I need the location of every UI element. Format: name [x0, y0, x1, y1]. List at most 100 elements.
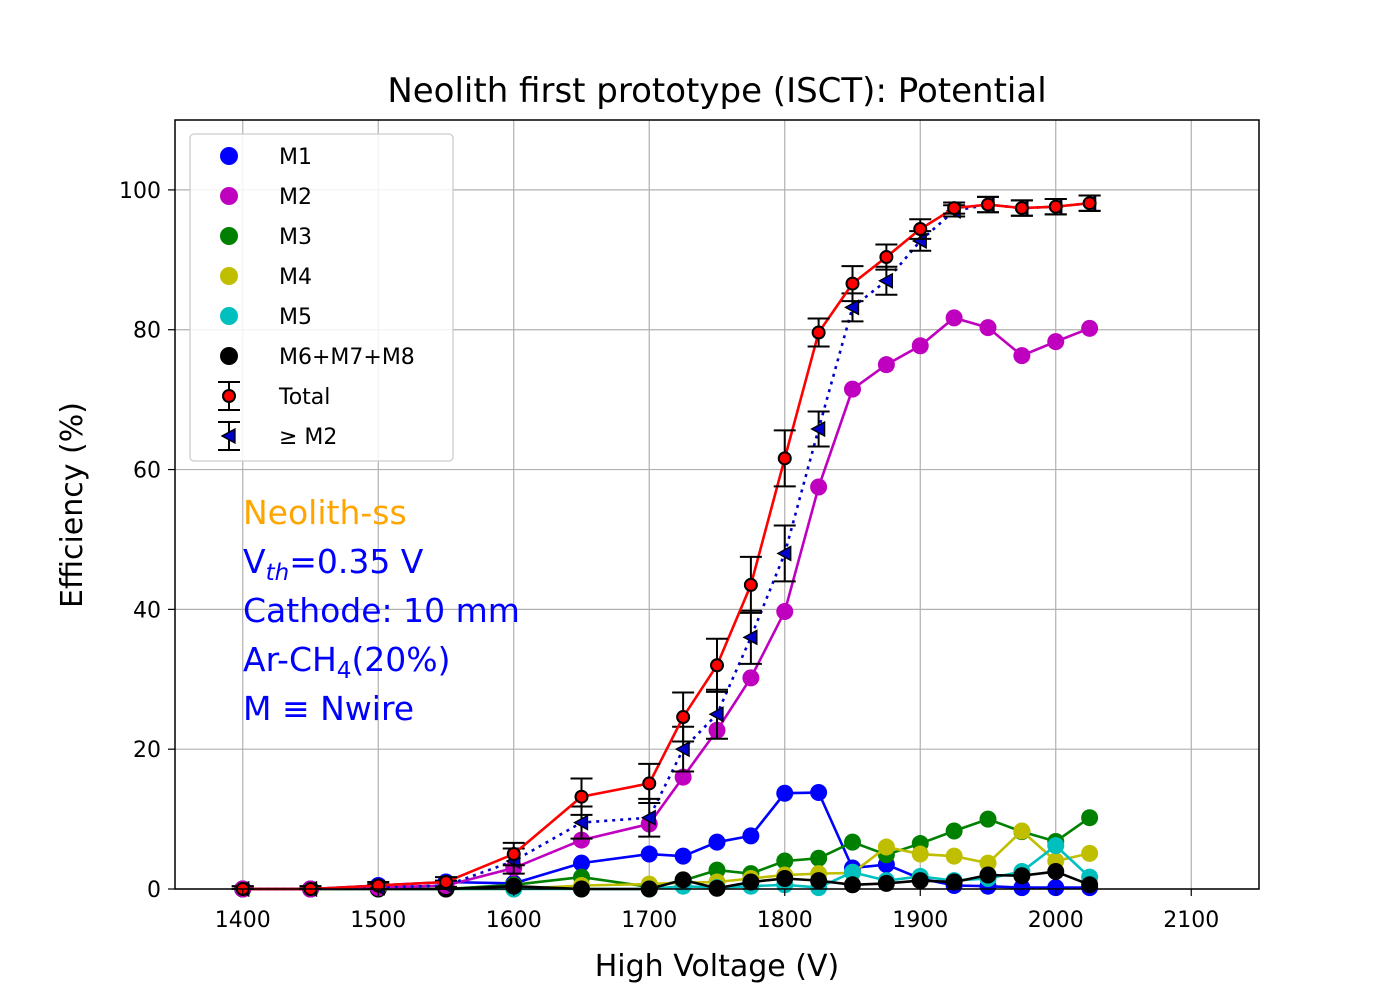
data-point [945, 822, 963, 840]
y-axis-label: Efficiency (%) [55, 402, 90, 608]
data-point [776, 602, 794, 620]
data-point [439, 875, 453, 890]
legend-item: Total [218, 381, 330, 411]
x-tick-label: 1700 [621, 908, 677, 933]
plot-frame [174, 119, 1260, 890]
y-tick-label: 80 [133, 319, 161, 344]
data-point [1013, 347, 1031, 365]
data-point [1013, 879, 1031, 897]
x-tick-label: 1900 [892, 908, 948, 933]
data-point [1047, 333, 1065, 351]
data-point [911, 872, 929, 890]
data-point [573, 854, 590, 872]
data-point [810, 420, 826, 438]
y-tick-label: 40 [133, 598, 161, 623]
legend-marker [220, 347, 238, 365]
chart-title: Neolith first prototype (ISCT): Potentia… [387, 71, 1046, 111]
data-point [844, 876, 861, 894]
data-point [708, 706, 724, 723]
y-tick-label: 100 [119, 179, 161, 204]
x-tick-label: 1600 [486, 908, 542, 933]
legend-marker [220, 227, 238, 245]
legend-marker [220, 427, 236, 445]
legend-label: ≥ M2 [279, 425, 337, 450]
data-point [844, 833, 861, 851]
data-point [574, 789, 589, 804]
data-point [911, 845, 929, 863]
data-point [1048, 199, 1063, 214]
data-point [877, 838, 895, 856]
data-point [810, 872, 828, 890]
data-point [676, 710, 691, 725]
data-point [979, 866, 997, 884]
data-point [844, 863, 861, 881]
data-point [674, 741, 690, 758]
annotation-line: M ≡ Nwire [243, 689, 414, 728]
data-point [573, 814, 589, 831]
data-point [708, 833, 726, 851]
y-tick-label: 0 [147, 878, 161, 903]
data-point [913, 222, 928, 237]
x-axis-ticks: 1400 1500 1600 1700 1800 1900 2000 2100 [215, 889, 1219, 933]
data-point [979, 810, 997, 828]
data-point [811, 325, 826, 340]
legend-item: M2 [220, 185, 312, 210]
annotation-line: Neolith-ss [243, 493, 407, 532]
annotation-line: Cathode: 10 mm [243, 591, 520, 630]
data-point [1081, 319, 1099, 337]
data-point [742, 873, 760, 891]
data-point [979, 854, 997, 872]
data-point [945, 309, 963, 327]
data-point [708, 861, 726, 879]
x-tick-label: 1400 [215, 908, 271, 933]
legend-item: M4 [220, 265, 312, 290]
annotation-block: Neolith-ss Vth=0.35 V Cathode: 10 mm Ar-CH4… [243, 493, 520, 728]
data-point [743, 577, 758, 592]
legend-label: Total [278, 385, 330, 410]
legend-label: M5 [279, 305, 312, 330]
data-point [877, 356, 895, 374]
y-tick-label: 20 [133, 738, 161, 763]
legend-marker [220, 147, 238, 165]
data-point [845, 276, 860, 291]
data-point [640, 809, 656, 826]
data-point [674, 847, 692, 865]
y-axis-ticks: 0 20 40 60 80 100 [119, 179, 175, 903]
data-point [945, 847, 963, 865]
data-point [844, 380, 861, 398]
data-point [911, 337, 929, 355]
legend-item: M6+M7+M8 [220, 345, 415, 370]
data-point [879, 250, 894, 265]
data-point [810, 478, 828, 496]
legend-item: M1 [220, 145, 312, 170]
data-point [877, 874, 895, 892]
x-tick-label: 2100 [1163, 908, 1219, 933]
data-point [1047, 863, 1065, 881]
data-point [1082, 196, 1097, 211]
data-point [674, 768, 692, 786]
x-tick-label: 1500 [350, 908, 406, 933]
data-point [810, 784, 828, 802]
legend-label: M4 [279, 265, 312, 290]
data-point [506, 847, 521, 862]
x-tick-label: 1800 [757, 908, 813, 933]
data-point [1081, 809, 1099, 827]
legend-item: M3 [220, 225, 312, 250]
data-point [776, 545, 792, 562]
data-point [776, 852, 794, 870]
data-point [810, 849, 828, 867]
series-line [242, 816, 1091, 891]
legend-marker [222, 389, 236, 403]
legend-item: ≥ M2 [218, 421, 337, 451]
data-point [844, 299, 860, 316]
legend-marker [220, 307, 238, 325]
legend-marker [220, 187, 238, 205]
series-total [231, 194, 1101, 896]
data-point [710, 658, 724, 673]
data-point [642, 776, 657, 791]
legend-label: M1 [279, 145, 312, 170]
data-point [742, 669, 760, 687]
legend-marker [220, 267, 238, 285]
legend-label: M2 [279, 185, 312, 210]
